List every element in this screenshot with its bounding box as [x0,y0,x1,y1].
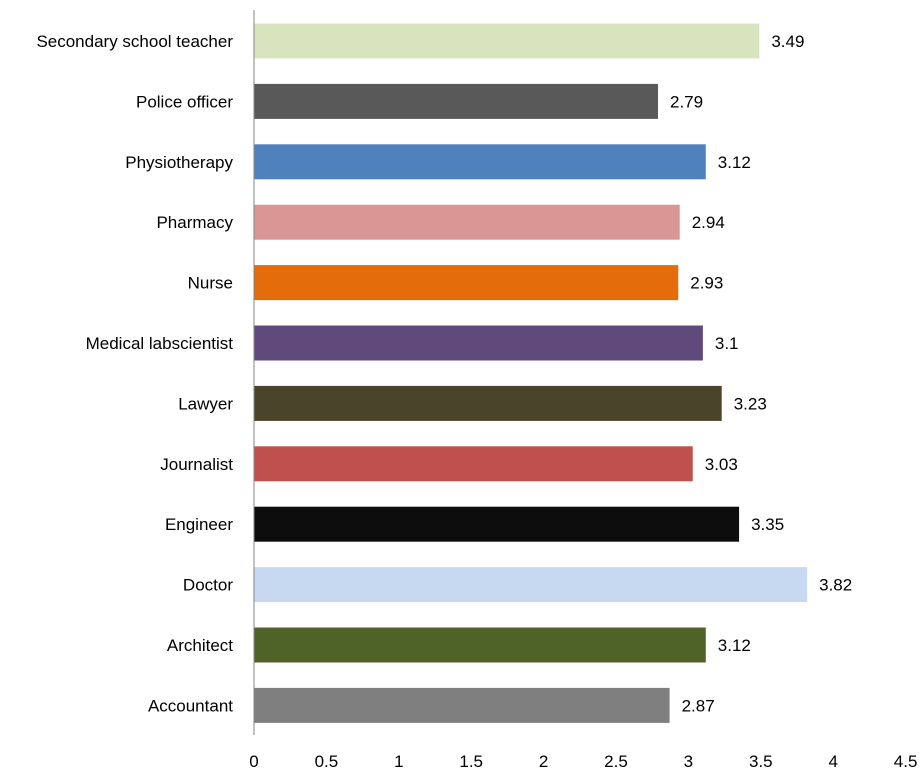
category-label: Journalist [160,455,233,474]
x-tick-label: 0.5 [315,752,339,771]
bar [254,325,703,361]
x-axis-ticks: 0 0.5 1 1.5 2 2.5 3 3.5 4 4.5 [249,752,917,771]
x-tick-label: 4 [828,752,837,771]
value-label: 3.23 [734,394,767,413]
bar [254,506,740,542]
category-label: Lawyer [178,394,233,413]
x-tick-label: 3 [684,752,693,771]
category-label: Secondary school teacher [36,32,233,51]
value-label: 3.1 [715,334,739,353]
x-tick-label: 3.5 [749,752,773,771]
category-label: Police officer [136,92,233,111]
value-label: 2.93 [690,274,723,293]
category-label: Accountant [148,696,233,715]
value-labels: 3.49 2.79 3.12 2.94 2.93 3.1 3.23 3.03 3.35 3.82 3… [670,32,852,715]
value-label: 2.87 [682,696,715,715]
category-label: Pharmacy [156,213,233,232]
value-label: 3.12 [718,636,751,655]
category-label: Engineer [165,515,233,534]
bar [254,83,658,119]
category-label: Architect [167,636,233,655]
bar [254,567,808,603]
value-label: 3.49 [771,32,804,51]
category-label: Doctor [183,576,233,595]
category-label: Medical labscientist [86,334,234,353]
bar [254,265,679,301]
bar [254,385,722,421]
value-label: 3.03 [705,455,738,474]
category-labels: Secondary school teacher Police officer Ph… [36,32,233,715]
category-label: Nurse [188,274,233,293]
value-label: 2.79 [670,92,703,111]
x-tick-label: 2.5 [604,752,628,771]
bars-layer [254,23,808,723]
x-tick-label: 1 [394,752,403,771]
bar [254,627,706,663]
value-label: 3.82 [819,576,852,595]
x-tick-label: 0 [249,752,258,771]
bar [254,204,680,240]
x-tick-label: 1.5 [459,752,483,771]
x-tick-label: 4.5 [894,752,918,771]
value-label: 2.94 [692,213,725,232]
value-label: 3.12 [718,153,751,172]
value-label: 3.35 [751,515,784,534]
bar [254,144,706,180]
bar [254,446,693,482]
category-label: Physiotherapy [125,153,233,172]
bar [254,687,670,723]
x-tick-label: 2 [539,752,548,771]
bar [254,23,760,59]
